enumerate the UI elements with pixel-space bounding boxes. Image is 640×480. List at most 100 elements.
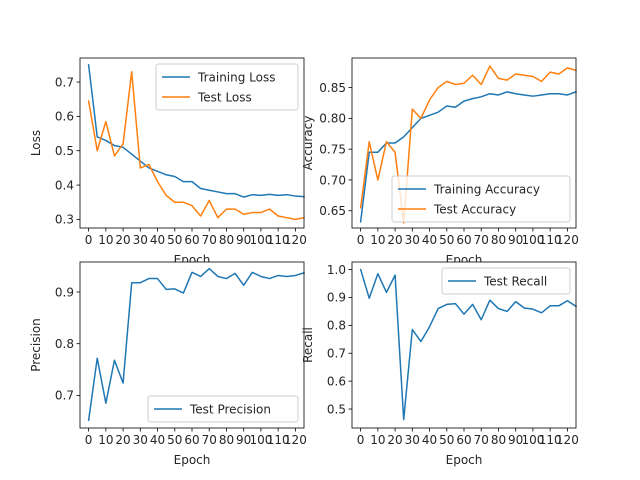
y-tick-label: 0.8: [55, 337, 74, 351]
y-tick-label: 0.7: [55, 75, 74, 89]
legend: Test Recall: [441, 267, 571, 295]
y-axis-label: Recall: [301, 327, 315, 363]
y-axis-label: Accuracy: [301, 116, 315, 171]
x-tick-label: 100: [249, 233, 272, 247]
y-tick-label: 0.80: [319, 112, 346, 126]
x-tick-label: 90: [508, 233, 523, 247]
x-tick-label: 20: [387, 233, 402, 247]
x-tick-label: 20: [115, 233, 130, 247]
legend-label-0: Test Precision: [189, 402, 271, 416]
x-tick-label: 0: [357, 233, 365, 247]
x-tick-label: 120: [556, 233, 579, 247]
x-tick-label: 100: [249, 433, 272, 447]
legend-label-0: Training Loss: [197, 70, 275, 84]
y-tick-label: 0.3: [55, 213, 74, 227]
x-tick-label: 50: [167, 233, 182, 247]
legend-box: [147, 395, 299, 423]
legend-box: [441, 267, 571, 295]
y-tick-label: 0.8: [327, 319, 346, 333]
legend-label-0: Training Accuracy: [433, 182, 540, 196]
x-tick-label: 70: [202, 433, 217, 447]
x-tick-label: 100: [521, 433, 544, 447]
series-line-0: [87, 267, 305, 422]
x-tick-label: 120: [556, 433, 579, 447]
x-tick-label: 80: [491, 433, 506, 447]
x-tick-label: 40: [422, 433, 437, 447]
x-tick-label: 30: [405, 233, 420, 247]
y-tick-label: 0.65: [319, 204, 346, 218]
y-tick-label: 0.7: [327, 347, 346, 361]
y-tick-label: 1.0: [327, 263, 346, 277]
x-tick-label: 50: [439, 433, 454, 447]
legend-label-1: Test Loss: [197, 90, 252, 104]
y-axis-label: Precision: [29, 318, 43, 372]
x-tick-label: 70: [202, 233, 217, 247]
x-tick-label: 30: [133, 433, 148, 447]
y-tick-label: 0.70: [319, 173, 346, 187]
series-line-1: [359, 65, 577, 224]
x-tick-label: 40: [150, 233, 165, 247]
x-tick-label: 120: [284, 233, 307, 247]
x-tick-label: 0: [357, 433, 365, 447]
x-tick-label: 110: [267, 433, 290, 447]
x-tick-label: 110: [539, 233, 562, 247]
x-tick-label: 110: [267, 233, 290, 247]
y-tick-label: 0.85: [319, 81, 346, 95]
x-tick-label: 80: [219, 233, 234, 247]
legend: Test Precision: [147, 395, 299, 423]
x-tick-label: 80: [219, 433, 234, 447]
x-tick-label: 90: [236, 433, 251, 447]
series-line-0: [87, 64, 305, 198]
x-tick-label: 10: [98, 433, 113, 447]
x-tick-label: 90: [236, 233, 251, 247]
x-tick-label: 10: [370, 233, 385, 247]
x-tick-label: 80: [491, 233, 506, 247]
legend-box: [391, 175, 571, 223]
legend-label-0: Test Recall: [483, 274, 547, 288]
x-tick-label: 50: [167, 433, 182, 447]
series-line-0: [359, 90, 577, 223]
series-line-1: [87, 70, 305, 221]
x-tick-label: 60: [456, 233, 471, 247]
y-tick-label: 0.9: [55, 285, 74, 299]
y-tick-label: 0.5: [327, 402, 346, 416]
y-tick-label: 0.7: [55, 389, 74, 403]
x-tick-label: 60: [184, 433, 199, 447]
x-tick-label: 30: [405, 433, 420, 447]
x-tick-label: 90: [508, 433, 523, 447]
y-tick-label: 0.4: [55, 178, 74, 192]
x-tick-label: 60: [456, 433, 471, 447]
x-tick-label: 100: [521, 233, 544, 247]
y-tick-label: 0.5: [55, 144, 74, 158]
x-tick-label: 70: [474, 433, 489, 447]
series-line-0: [359, 268, 578, 421]
x-tick-label: 20: [387, 433, 402, 447]
x-tick-label: 50: [439, 233, 454, 247]
legend: Training Loss Test Loss: [155, 63, 299, 111]
x-tick-label: 70: [474, 233, 489, 247]
x-tick-label: 120: [284, 433, 307, 447]
x-tick-label: 60: [184, 233, 199, 247]
x-tick-label: 30: [133, 233, 148, 247]
y-tick-label: 0.75: [319, 142, 346, 156]
x-tick-label: 40: [422, 233, 437, 247]
x-tick-label: 40: [150, 433, 165, 447]
legend: Training Accuracy Test Accuracy: [391, 175, 571, 223]
x-tick-label: 10: [98, 233, 113, 247]
legend-label-1: Test Accuracy: [433, 202, 516, 216]
y-tick-label: 0.6: [55, 110, 74, 124]
y-tick-label: 0.6: [327, 374, 346, 388]
y-tick-label: 0.9: [327, 291, 346, 305]
x-tick-label: 0: [85, 233, 93, 247]
x-axis-label: Epoch: [446, 453, 483, 467]
x-tick-label: 20: [115, 433, 130, 447]
x-tick-label: 0: [85, 433, 93, 447]
x-tick-label: 10: [370, 433, 385, 447]
legend-box: [155, 63, 299, 111]
y-axis-label: Loss: [29, 130, 43, 156]
